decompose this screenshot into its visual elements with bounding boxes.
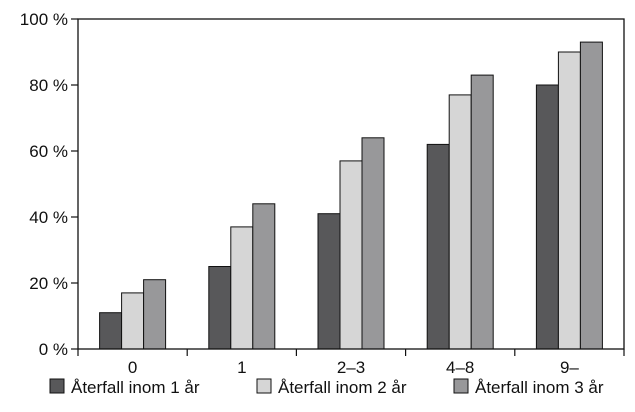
plot-frame <box>77 18 625 350</box>
legend-label: Återfall inom 2 år <box>278 378 407 397</box>
legend-swatch <box>49 378 65 394</box>
bar-series-3-0 <box>143 279 167 350</box>
legend-swatch <box>256 378 272 394</box>
x-tick-label: 2–3 <box>337 358 365 377</box>
x-axis: 0 1 2–3 4–8 9– <box>77 349 625 377</box>
y-tick-label: 0 % <box>39 340 68 359</box>
bar-series-2-9– <box>557 51 581 350</box>
bar-series-1-9– <box>535 84 559 350</box>
bar-series-1-4–8 <box>426 143 450 350</box>
y-tick-label: 100 % <box>20 10 68 29</box>
bar-series-3-4–8 <box>470 74 494 350</box>
legend-swatch <box>453 378 469 394</box>
legend-label: Återfall inom 1 år <box>71 378 200 397</box>
bar-series-2-2–3 <box>339 160 363 350</box>
bar-series-3-9– <box>579 41 603 350</box>
bar-series-3-1 <box>252 203 276 350</box>
y-tick-label: 60 % <box>29 142 68 161</box>
bar-series-1-0 <box>99 312 123 350</box>
x-tick-label: 4–8 <box>446 358 474 377</box>
bar-series-1-1 <box>208 266 232 350</box>
y-tick-label: 80 % <box>29 76 68 95</box>
bar-series-3-2–3 <box>361 137 385 350</box>
y-axis: 0 % 20 % 40 % 60 % 80 % 100 % <box>20 10 78 359</box>
bars <box>99 41 603 350</box>
bar-series-2-0 <box>121 292 145 350</box>
x-tick-label: 0 <box>128 358 137 377</box>
legend-label: Återfall inom 3 år <box>475 378 604 397</box>
x-tick-label: 1 <box>237 358 246 377</box>
bar-series-2-4–8 <box>448 94 472 350</box>
y-tick-label: 20 % <box>29 274 68 293</box>
legend: Återfall inom 1 år Återfall inom 2 år Åter… <box>49 378 604 397</box>
y-tick-label: 40 % <box>29 208 68 227</box>
x-tick-label: 9– <box>560 358 579 377</box>
bar-series-2-1 <box>230 226 254 350</box>
bar-series-1-2–3 <box>317 213 341 350</box>
